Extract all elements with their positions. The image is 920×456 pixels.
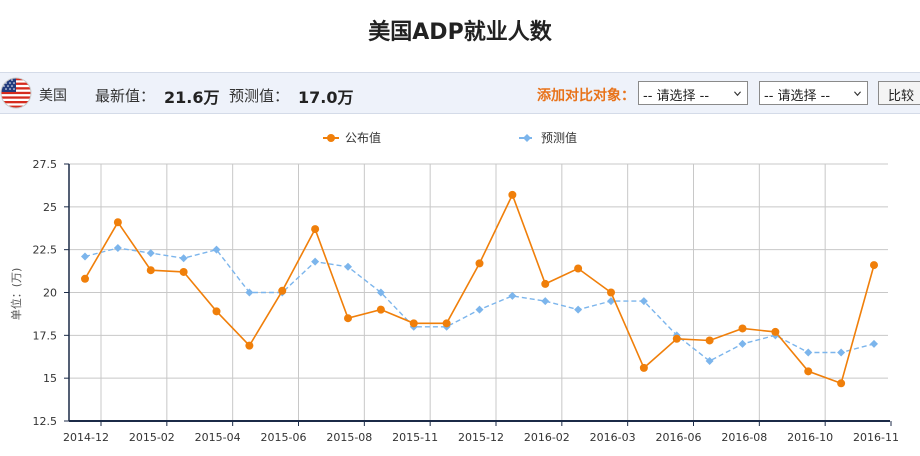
data-point-published[interactable] (311, 225, 320, 234)
data-point-forecast[interactable] (639, 297, 648, 306)
chart-series (81, 190, 878, 388)
data-point-published[interactable] (146, 266, 155, 275)
page-title: 美国ADP就业人数 (368, 20, 552, 45)
legend-item-published[interactable]: 公布值 (323, 130, 381, 145)
data-point-published[interactable] (804, 367, 813, 376)
x-tick-label: 2016-11 (853, 431, 899, 444)
data-point-forecast[interactable] (212, 245, 221, 254)
x-tick-label: 2016-08 (721, 431, 767, 444)
compare-button[interactable]: 比较 (878, 81, 920, 105)
x-tick-label: 2015-06 (261, 431, 307, 444)
data-point-forecast[interactable] (508, 291, 517, 300)
data-point-forecast[interactable] (113, 243, 122, 252)
latest-value-label: 最新值： (95, 87, 156, 105)
data-point-published[interactable] (639, 363, 648, 372)
data-point-published[interactable] (376, 305, 385, 314)
x-tick-label: 2016-06 (656, 431, 702, 444)
chart-grid (69, 163, 888, 421)
data-point-published[interactable] (245, 341, 254, 350)
data-point-forecast[interactable] (738, 339, 747, 348)
data-point-published[interactable] (344, 314, 352, 323)
data-point-published[interactable] (508, 190, 517, 199)
data-point-forecast[interactable] (705, 357, 714, 366)
data-point-published[interactable] (81, 274, 89, 283)
data-point-forecast[interactable] (574, 305, 583, 314)
data-point-forecast[interactable] (376, 288, 385, 297)
chevron-down-icon (854, 91, 861, 97)
data-point-forecast[interactable] (245, 288, 254, 297)
data-point-forecast[interactable] (870, 339, 878, 348)
compare-select-2-value: -- 请选择 -- (764, 89, 831, 104)
y-tick-label: 22.5 (33, 244, 58, 257)
data-point-published[interactable] (705, 336, 714, 345)
data-point-published[interactable] (738, 324, 747, 333)
country-name: 美国 (39, 88, 67, 104)
y-axis-ticks: 12.5 15 17.5 20 22.5 25 27.5 (33, 158, 69, 428)
legend-item-forecast[interactable]: 预测值 (519, 130, 577, 145)
data-point-forecast[interactable] (607, 297, 615, 306)
data-point-forecast[interactable] (81, 252, 89, 261)
x-tick-label: 2015-11 (392, 431, 438, 444)
add-compare-label: 添加对比对象： (537, 88, 635, 104)
x-tick-label: 2016-03 (590, 431, 636, 444)
chevron-down-icon (734, 91, 741, 97)
compare-select-1[interactable]: -- 请选择 -- (638, 81, 748, 105)
data-point-published[interactable] (212, 307, 221, 316)
legend-forecast-label: 预测值 (541, 130, 577, 145)
data-point-forecast[interactable] (344, 262, 352, 271)
data-point-published[interactable] (574, 264, 583, 273)
compare-select-2[interactable]: -- 请选择 -- (759, 81, 868, 105)
data-point-published[interactable] (672, 334, 681, 343)
chart-legend: 公布值 预测值 (323, 130, 577, 145)
latest-value: 21.6万 (164, 88, 220, 107)
us-flag-icon (0, 77, 32, 109)
data-point-published[interactable] (870, 261, 878, 270)
y-axis-label: 单位：(万) (9, 268, 23, 321)
data-point-published[interactable] (475, 259, 484, 268)
x-tick-label: 2016-10 (787, 431, 833, 444)
data-point-forecast[interactable] (311, 257, 320, 266)
y-tick-label: 12.5 (33, 415, 58, 428)
data-point-forecast[interactable] (837, 348, 846, 357)
forecast-value: 17.0万 (298, 88, 354, 107)
x-tick-label: 2015-12 (458, 431, 504, 444)
data-point-published[interactable] (541, 279, 550, 288)
data-point-forecast[interactable] (804, 348, 813, 357)
legend-published-label: 公布值 (345, 130, 381, 145)
y-tick-label: 20 (43, 287, 57, 300)
data-point-forecast[interactable] (475, 305, 484, 314)
series-line-published (84, 192, 875, 385)
data-point-forecast[interactable] (541, 297, 550, 306)
y-tick-label: 17.5 (33, 329, 58, 342)
x-tick-label: 2015-02 (129, 431, 175, 444)
info-bar: 美国 最新值： 21.6万 预测值： 17.0万 添加对比对象： -- 请选择 … (0, 72, 920, 114)
x-tick-label: 2015-04 (195, 431, 241, 444)
data-point-published[interactable] (278, 286, 287, 295)
data-point-published[interactable] (771, 327, 780, 336)
data-point-published[interactable] (607, 288, 615, 297)
y-tick-label: 27.5 (33, 158, 58, 171)
y-tick-label: 25 (43, 201, 57, 214)
data-point-published[interactable] (409, 319, 418, 328)
x-tick-label: 2015-08 (326, 431, 372, 444)
data-point-published[interactable] (442, 319, 451, 328)
chart-axes (68, 164, 890, 422)
compare-select-1-value: -- 请选择 -- (643, 89, 710, 104)
data-point-forecast[interactable] (179, 254, 188, 263)
x-tick-label: 2016-02 (524, 431, 570, 444)
legend-forecast-marker (523, 134, 531, 142)
x-axis-ticks: 2014-12 2015-02 2015-04 2015-06 2015-08 2015-… (63, 421, 899, 444)
data-point-published[interactable] (837, 379, 846, 388)
data-point-published[interactable] (179, 267, 188, 276)
forecast-value-label: 预测值： (229, 87, 290, 105)
x-tick-label: 2014-12 (63, 431, 109, 444)
data-point-published[interactable] (113, 218, 122, 227)
y-tick-label: 15 (43, 372, 57, 385)
data-point-forecast[interactable] (146, 249, 155, 258)
line-chart: 公布值 预测值 单位：(万) 12.5 15 17.5 20 22.5 25 27.5 20… (9, 130, 899, 444)
legend-published-marker (327, 134, 335, 142)
